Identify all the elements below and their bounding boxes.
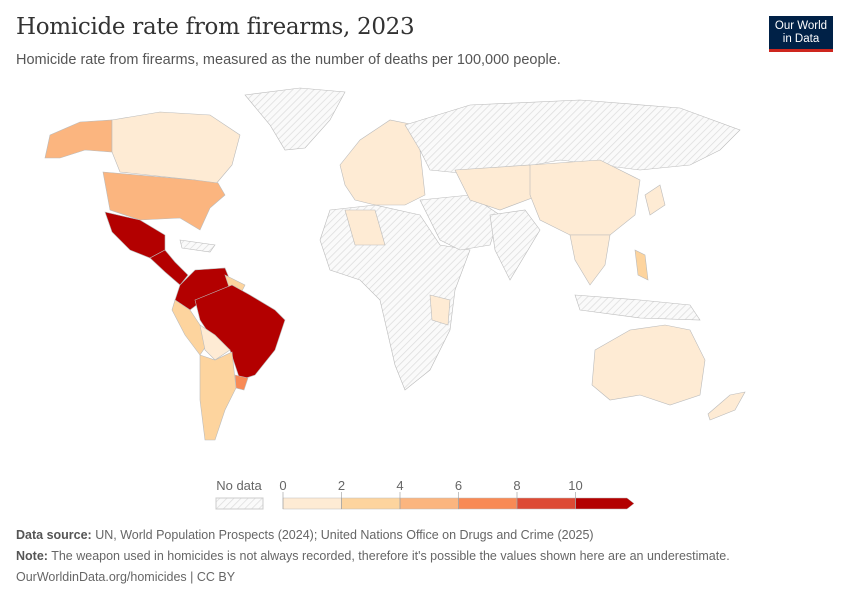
tanzania bbox=[429, 294, 451, 326]
greenland bbox=[244, 87, 346, 151]
europe bbox=[339, 119, 426, 206]
world-map[interactable] bbox=[0, 80, 850, 460]
legend-bin[interactable] bbox=[399, 497, 459, 510]
logo-line2: in Data bbox=[782, 33, 820, 45]
map-legend: No data 0 2 4 6 8 10 bbox=[215, 478, 635, 510]
data-source: Data source: UN, World Population Prospe… bbox=[16, 528, 594, 542]
source-text: UN, World Population Prospects (2024); U… bbox=[91, 528, 594, 542]
indonesia bbox=[574, 294, 701, 321]
new-zealand bbox=[707, 391, 746, 421]
algeria bbox=[344, 209, 386, 246]
legend-bin[interactable] bbox=[516, 497, 576, 510]
caribbean bbox=[179, 239, 216, 253]
southeast-asia bbox=[569, 234, 611, 286]
legend-no-data-swatch bbox=[215, 497, 264, 510]
legend-tick-label: 6 bbox=[455, 478, 462, 493]
legend-bin[interactable] bbox=[458, 497, 518, 510]
legend-tick-label: 10 bbox=[568, 478, 582, 493]
legend-bin[interactable] bbox=[341, 497, 401, 510]
note-label: Note: bbox=[16, 549, 48, 563]
central-america bbox=[149, 249, 189, 286]
legend-tick-label: 4 bbox=[396, 478, 403, 493]
russia bbox=[404, 99, 741, 176]
africa bbox=[319, 204, 471, 391]
legend-tick-label: 2 bbox=[338, 478, 345, 493]
legend-bin[interactable] bbox=[575, 497, 635, 510]
bolivia bbox=[199, 324, 231, 361]
chart-subtitle: Homicide rate from firearms, measured as… bbox=[16, 52, 561, 68]
canada bbox=[111, 111, 241, 186]
source-label: Data source: bbox=[16, 528, 92, 542]
australia bbox=[591, 324, 706, 406]
owid-logo[interactable]: Our World in Data bbox=[769, 16, 833, 52]
chart-title: Homicide rate from firearms, 2023 bbox=[16, 14, 415, 40]
chile-argentina bbox=[199, 351, 237, 441]
philippines bbox=[634, 249, 649, 281]
alaska bbox=[44, 119, 113, 159]
source-url[interactable]: OurWorldinData.org/homicides | CC BY bbox=[16, 570, 236, 584]
japan bbox=[644, 184, 666, 216]
legend-no-data-label: No data bbox=[216, 478, 262, 493]
note: Note: The weapon used in homicides is no… bbox=[16, 549, 730, 563]
note-text: The weapon used in homicides is not alwa… bbox=[47, 549, 730, 563]
logo-line1: Our World bbox=[774, 20, 828, 32]
india bbox=[489, 209, 541, 281]
legend-tick-label: 0 bbox=[279, 478, 286, 493]
uruguay bbox=[234, 374, 249, 391]
usa bbox=[102, 171, 226, 231]
legend-tick-label: 8 bbox=[513, 478, 520, 493]
legend-bin[interactable] bbox=[282, 497, 342, 510]
central-asia bbox=[454, 164, 541, 211]
china-mongolia bbox=[529, 159, 641, 236]
